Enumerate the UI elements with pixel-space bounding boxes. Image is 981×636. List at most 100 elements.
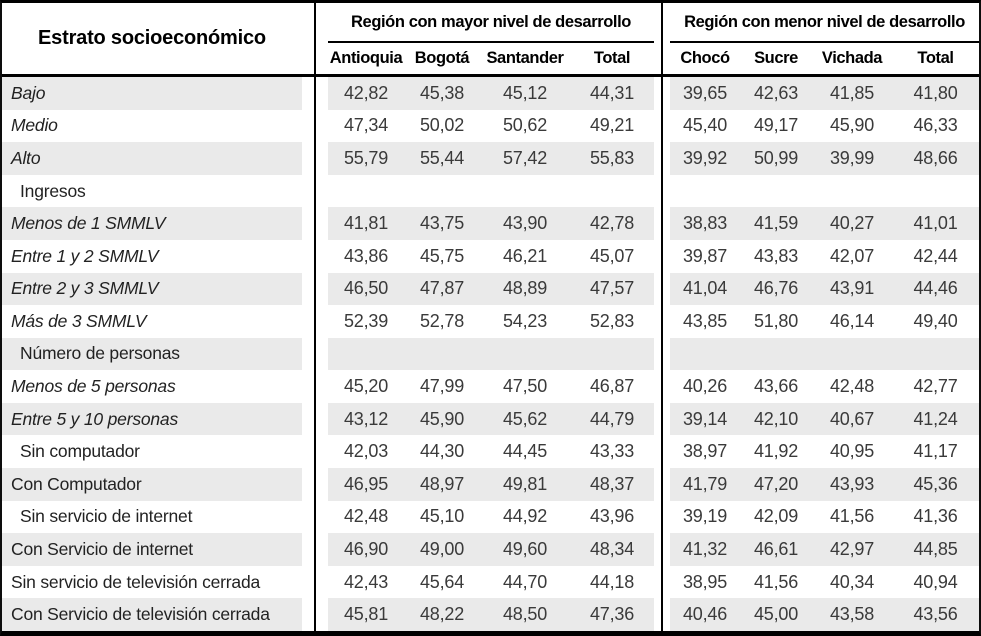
- value-cell: 54,23: [502, 310, 548, 331]
- vertical-divider: [654, 207, 670, 240]
- value-cell: 45,90: [404, 402, 480, 436]
- corner-header: Estrato socioeconómico: [38, 27, 266, 49]
- row-label: Sin computador: [20, 441, 140, 462]
- value-cell: 50,62: [502, 115, 548, 136]
- value-cell: 47,20: [740, 468, 812, 501]
- value-cell: 49,40: [913, 310, 958, 331]
- row-label: Bajo: [2, 77, 302, 110]
- value-cell: 46,76: [740, 272, 812, 306]
- value-cell: 45,20: [343, 376, 389, 397]
- value-cell: 39,92: [670, 142, 740, 175]
- vertical-divider: [654, 142, 670, 175]
- value-cell: 52,39: [343, 310, 389, 331]
- vertical-divider: [302, 370, 328, 403]
- value-cell: [670, 175, 740, 208]
- table-row: Bajo 42,82 45,38 45,12 44,31 39,65 42,63 41,85 4…: [2, 77, 979, 110]
- value-cell: [740, 337, 812, 371]
- value-cell: 42,44: [913, 245, 958, 266]
- row-label: Entre 1 y 2 SMMLV: [11, 245, 159, 266]
- value-cell: 46,87: [589, 376, 635, 397]
- group-header-mayor: Región con mayor nivel de desarrollo: [351, 12, 631, 31]
- vertical-divider: [302, 337, 328, 371]
- value-cell: 41,80: [892, 77, 979, 110]
- value-cell: 46,90: [328, 533, 404, 566]
- value-cell: 42,82: [328, 77, 404, 110]
- value-cell: [892, 337, 979, 371]
- value-cell: 43,90: [480, 207, 570, 240]
- value-cell: 41,81: [328, 207, 404, 240]
- table-row: Medio 47,34 50,02 50,62 49,21 45,40 49,17 45,90…: [2, 109, 979, 143]
- value-cell: 41,56: [829, 506, 875, 527]
- value-cell: 38,97: [682, 441, 728, 462]
- value-cell: 39,65: [670, 77, 740, 110]
- vertical-divider: [654, 598, 670, 631]
- value-cell: 44,85: [892, 533, 979, 566]
- value-cell: [740, 175, 812, 208]
- vertical-divider: [654, 500, 670, 534]
- value-cell: 42,48: [829, 376, 875, 397]
- value-cell: 46,33: [913, 115, 958, 136]
- value-cell: 43,56: [892, 598, 979, 631]
- vertical-divider: [302, 565, 328, 599]
- table-row: Entre 5 y 10 personas 43,12 45,90 45,62 44,7…: [2, 402, 979, 436]
- value-cell: 43,83: [753, 245, 799, 266]
- value-cell: 42,63: [740, 77, 812, 110]
- table-row: Entre 2 y 3 SMMLV 46,50 47,87 48,89 47,57 41,…: [2, 272, 979, 306]
- value-cell: 47,87: [404, 272, 480, 306]
- row-label: Menos de 1 SMMLV: [2, 207, 302, 240]
- value-cell: 43,85: [682, 310, 728, 331]
- value-cell: [328, 175, 404, 208]
- vertical-divider: [654, 305, 670, 338]
- value-cell: 43,33: [589, 441, 635, 462]
- value-cell: 42,07: [829, 245, 875, 266]
- value-cell: [570, 337, 654, 371]
- value-cell: 43,96: [589, 506, 635, 527]
- value-cell: 39,19: [682, 506, 728, 527]
- value-cell: 44,18: [589, 571, 635, 592]
- value-cell: 41,17: [913, 441, 958, 462]
- value-cell: 45,81: [328, 598, 404, 631]
- value-cell: 41,36: [913, 506, 958, 527]
- value-cell: 47,99: [419, 376, 465, 397]
- value-cell: 40,94: [913, 571, 958, 592]
- value-cell: 42,03: [343, 441, 389, 462]
- vertical-divider: [654, 77, 670, 110]
- vertical-divider: [302, 3, 328, 74]
- table-row: Con Servicio de internet 46,90 49,00 49,60 4…: [2, 533, 979, 566]
- value-cell: 41,01: [892, 207, 979, 240]
- value-cell: 45,75: [419, 245, 465, 266]
- header-bottom-line: [2, 74, 979, 77]
- row-label: Medio: [11, 115, 58, 136]
- value-cell: 57,42: [480, 142, 570, 175]
- value-cell: 44,70: [502, 571, 548, 592]
- value-cell: [480, 175, 570, 208]
- value-cell: 40,34: [829, 571, 875, 592]
- value-cell: 41,04: [670, 272, 740, 306]
- value-cell: 42,97: [812, 533, 892, 566]
- column-headers-menor: Chocó Sucre Vichada Total: [670, 43, 979, 74]
- value-cell: 45,10: [419, 506, 465, 527]
- value-cell: 43,12: [328, 402, 404, 436]
- value-cell: 43,75: [404, 207, 480, 240]
- row-label: Entre 2 y 3 SMMLV: [2, 272, 302, 306]
- value-cell: 45,62: [480, 402, 570, 436]
- value-cell: 43,93: [812, 468, 892, 501]
- value-cell: 46,61: [740, 533, 812, 566]
- value-cell: 51,80: [753, 310, 799, 331]
- row-label: Con Computador: [2, 468, 302, 501]
- value-cell: 38,95: [682, 571, 728, 592]
- value-cell: 50,99: [740, 142, 812, 175]
- value-cell: 41,24: [892, 402, 979, 436]
- value-cell: 48,22: [404, 598, 480, 631]
- row-label: Con Servicio de internet: [2, 533, 302, 566]
- row-label: Sin servicio de internet: [20, 506, 193, 527]
- vertical-divider: [654, 402, 670, 436]
- vertical-divider: [654, 337, 670, 371]
- value-cell: 50,02: [419, 115, 465, 136]
- value-cell: [404, 337, 480, 371]
- value-cell: 48,97: [404, 468, 480, 501]
- value-cell: 40,46: [670, 598, 740, 631]
- vertical-divider: [302, 142, 328, 175]
- vertical-divider: [654, 435, 670, 469]
- table-row: Menos de 1 SMMLV 41,81 43,75 43,90 42,78 38,8…: [2, 207, 979, 240]
